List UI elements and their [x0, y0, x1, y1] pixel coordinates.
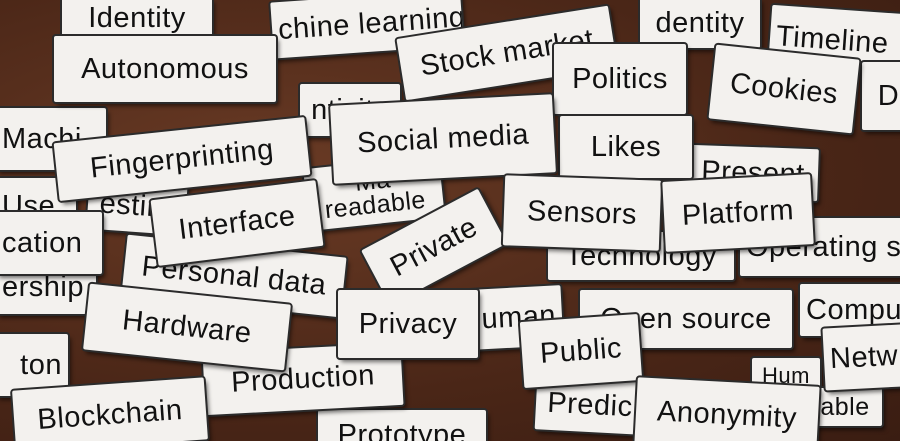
magnet-sensors: Sensors: [502, 175, 662, 251]
magnet-likes: Likes: [560, 116, 692, 178]
magnet-di: Di: [862, 62, 900, 130]
magnet-social-media: Social media: [330, 94, 556, 184]
magnet-identity-top-right: dentity: [640, 0, 760, 48]
magnet-cookies: Cookies: [708, 44, 860, 134]
magnet-network: Netw: [822, 323, 900, 391]
magnet-button: ton: [0, 334, 68, 396]
magnet-prototype: Prototype: [318, 410, 486, 441]
magnet-identity-top-left: Identity: [62, 0, 212, 38]
magnet-autonomous: Autonomous: [54, 36, 276, 102]
magnet-able: able: [808, 388, 882, 426]
magnet-platform: Platform: [662, 174, 814, 252]
magnet-privacy: Privacy: [338, 290, 478, 358]
magnet-politics: Politics: [554, 44, 686, 114]
magnet-anonymity: Anonymity: [634, 377, 820, 441]
magnet-machine-readable-line2: readable: [323, 185, 428, 225]
magnet-cation: cation: [0, 212, 102, 274]
magnet-public: Public: [519, 313, 643, 389]
